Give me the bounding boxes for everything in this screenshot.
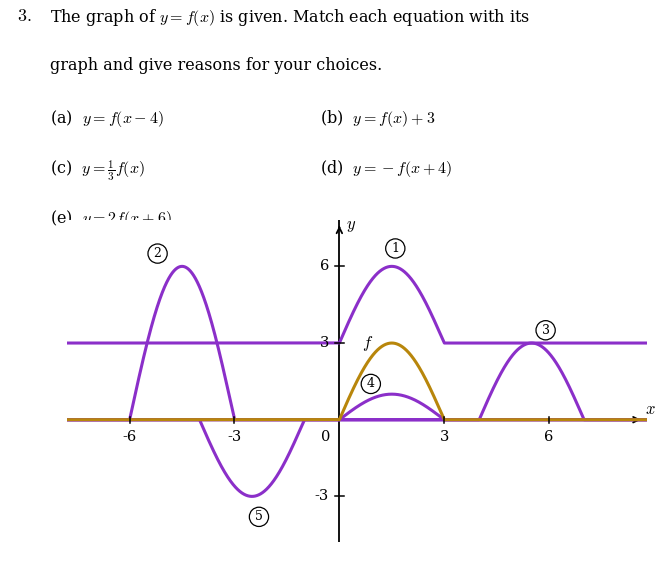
Text: $\mathbf{3.}$: $\mathbf{3.}$ — [17, 7, 31, 25]
Text: 3: 3 — [319, 336, 329, 350]
Text: 6: 6 — [319, 259, 329, 273]
Text: (a)  $y = f(x - 4)$: (a) $y = f(x - 4)$ — [50, 108, 164, 129]
Text: (e)  $y = 2 f(x + 6)$: (e) $y = 2 f(x + 6)$ — [50, 208, 171, 229]
Text: (d)  $y = -f(x + 4)$: (d) $y = -f(x + 4)$ — [320, 158, 453, 179]
Text: (b)  $y = f(x) + 3$: (b) $y = f(x) + 3$ — [320, 108, 436, 129]
Text: The graph of $y = f(x)$ is given. Match each equation with its: The graph of $y = f(x)$ is given. Match … — [50, 7, 530, 28]
Text: $f$: $f$ — [362, 334, 374, 353]
Text: 3: 3 — [440, 430, 449, 444]
Text: 1: 1 — [392, 242, 400, 255]
Text: 0: 0 — [321, 430, 331, 444]
Text: -6: -6 — [123, 430, 137, 444]
Text: -3: -3 — [227, 430, 241, 444]
Text: 4: 4 — [367, 377, 375, 390]
Text: $y$: $y$ — [346, 217, 356, 234]
Text: 2: 2 — [153, 247, 161, 260]
Text: $x$: $x$ — [645, 402, 656, 419]
Text: -3: -3 — [315, 489, 329, 503]
Text: (c)  $y = \frac{1}{3} f(x)$: (c) $y = \frac{1}{3} f(x)$ — [50, 158, 145, 183]
Text: graph and give reasons for your choices.: graph and give reasons for your choices. — [50, 56, 382, 73]
Text: 5: 5 — [255, 510, 263, 523]
Text: 3: 3 — [542, 324, 550, 337]
Text: 6: 6 — [544, 430, 554, 444]
